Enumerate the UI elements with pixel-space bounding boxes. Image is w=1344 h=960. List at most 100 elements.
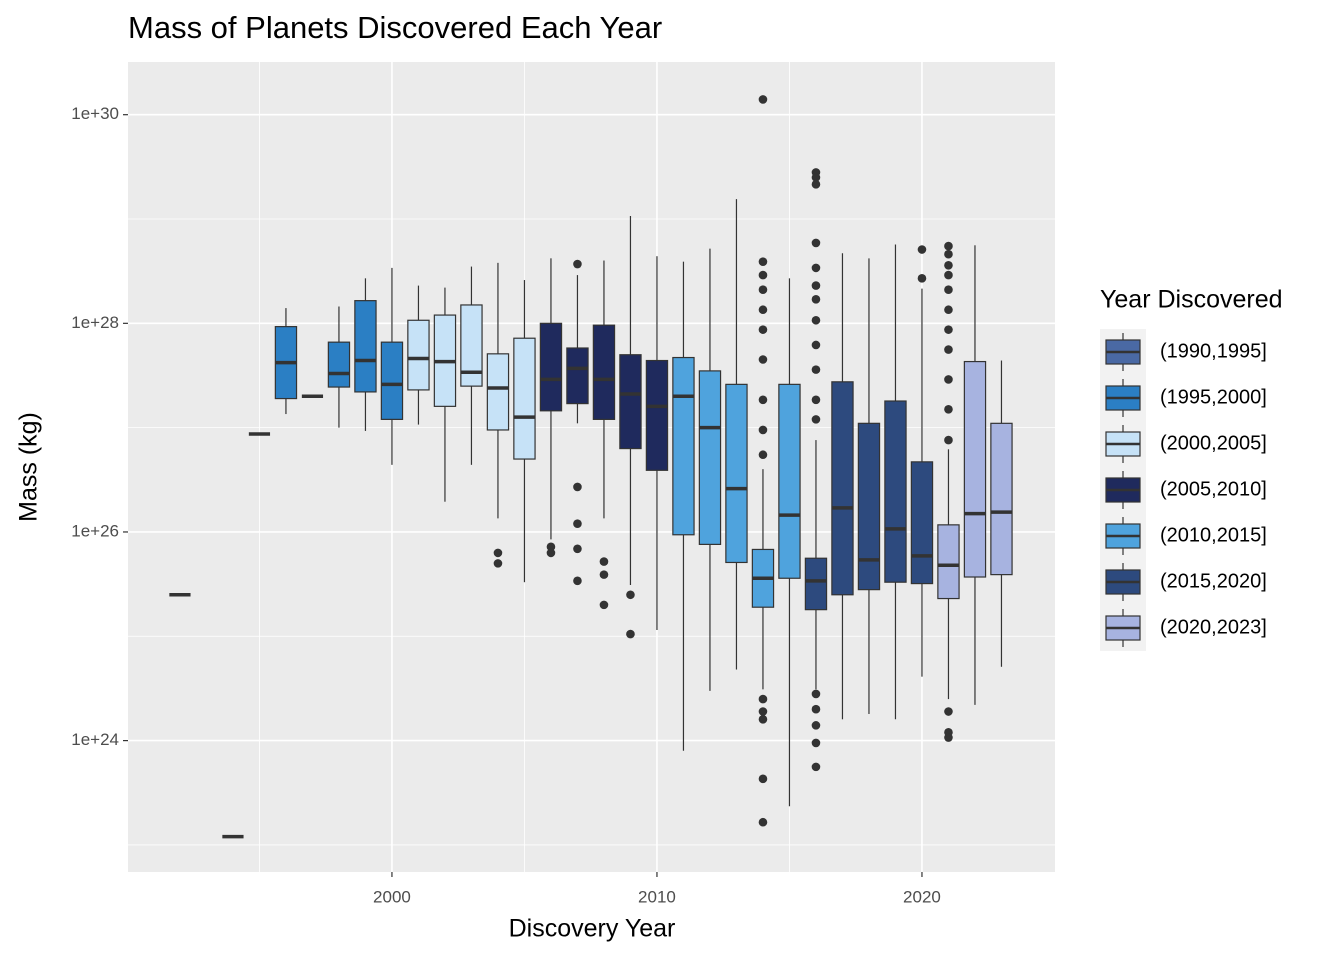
box xyxy=(380,341,404,420)
outlier xyxy=(758,774,768,784)
outlier xyxy=(811,238,821,248)
box-group xyxy=(460,266,483,465)
outlier xyxy=(811,365,821,374)
box-group xyxy=(751,95,775,827)
box xyxy=(857,422,881,591)
box xyxy=(513,337,536,460)
legend-label: (2010,2015] xyxy=(1160,524,1267,546)
box-group xyxy=(592,260,616,610)
outlier xyxy=(573,259,582,269)
box-group xyxy=(672,261,695,751)
box xyxy=(539,322,563,412)
box xyxy=(884,400,907,583)
x-tick-label: 2010 xyxy=(638,887,676,906)
box xyxy=(460,304,483,387)
box-group xyxy=(778,278,801,807)
outlier xyxy=(944,325,953,334)
outlier xyxy=(599,557,609,566)
outlier xyxy=(599,600,609,610)
box-group xyxy=(857,258,881,714)
outlier xyxy=(758,270,768,280)
outlier xyxy=(758,305,768,315)
outlier xyxy=(811,281,821,290)
y-tick-label: 1e+30 xyxy=(71,104,119,123)
legend-label: (1995,2000] xyxy=(1160,386,1267,408)
outlier xyxy=(944,249,953,259)
outlier xyxy=(573,544,582,554)
legend: (1990,1995] (1995,2000] (2000,2005] (2005,2… xyxy=(1100,329,1267,651)
outlier xyxy=(944,270,953,280)
outlier xyxy=(917,274,927,283)
outlier xyxy=(599,570,609,579)
box xyxy=(831,381,854,596)
outlier xyxy=(573,482,582,492)
box xyxy=(910,461,934,585)
outlier xyxy=(811,762,821,772)
outlier xyxy=(758,425,768,435)
outlier xyxy=(944,260,953,270)
legend-label: (2000,2005] xyxy=(1160,432,1267,454)
box-group xyxy=(486,262,510,568)
box xyxy=(963,360,987,578)
outlier xyxy=(811,340,821,350)
box-group xyxy=(804,168,828,772)
box-group xyxy=(910,245,934,677)
y-axis-title: Mass (kg) xyxy=(15,412,43,522)
outlier xyxy=(758,257,768,266)
outlier xyxy=(811,294,821,304)
box xyxy=(698,370,722,545)
outlier xyxy=(758,450,768,460)
x-tick-label: 2020 xyxy=(903,887,941,906)
box-group xyxy=(566,259,589,586)
outlier xyxy=(811,704,821,714)
outlier xyxy=(573,576,582,586)
box-group xyxy=(698,248,722,691)
y-tick-label: 1e+24 xyxy=(71,730,119,749)
y-tick-label: 1e+28 xyxy=(71,313,119,332)
box-group xyxy=(619,215,642,639)
box-group xyxy=(433,287,457,502)
box-group xyxy=(274,308,298,415)
outlier xyxy=(811,721,821,730)
outlier xyxy=(758,395,768,405)
outlier xyxy=(944,733,953,742)
outlier xyxy=(758,95,768,104)
box xyxy=(592,324,616,420)
outlier xyxy=(758,325,768,334)
box xyxy=(327,341,351,388)
outlier xyxy=(811,738,821,748)
outlier xyxy=(811,263,821,273)
x-axis-title: Discovery Year xyxy=(509,915,676,943)
outlier xyxy=(493,548,503,558)
legend-label: (1990,1995] xyxy=(1160,340,1267,362)
box-group xyxy=(831,253,854,720)
box xyxy=(990,422,1013,576)
box-group xyxy=(963,245,987,705)
box xyxy=(725,383,748,564)
box-group xyxy=(884,244,907,720)
box-group xyxy=(407,285,430,425)
outlier xyxy=(758,715,768,724)
box xyxy=(566,347,589,405)
box-group xyxy=(645,256,669,630)
outlier xyxy=(626,590,635,600)
box xyxy=(778,383,801,579)
box xyxy=(645,359,669,471)
outlier xyxy=(811,415,821,424)
y-tick-label: 1e+26 xyxy=(71,521,119,540)
marks xyxy=(169,95,1013,839)
x-tick-label: 2000 xyxy=(373,887,411,906)
box-group xyxy=(990,360,1013,667)
outlier xyxy=(758,694,768,704)
outlier xyxy=(546,542,556,552)
legend-title: Year Discovered xyxy=(1100,286,1283,314)
outlier xyxy=(917,245,927,254)
box-group xyxy=(937,241,960,742)
outlier xyxy=(573,519,582,529)
outlier xyxy=(811,180,821,189)
box-group xyxy=(513,280,536,583)
outlier xyxy=(944,404,953,414)
outlier xyxy=(944,305,953,315)
outlier xyxy=(758,355,768,364)
